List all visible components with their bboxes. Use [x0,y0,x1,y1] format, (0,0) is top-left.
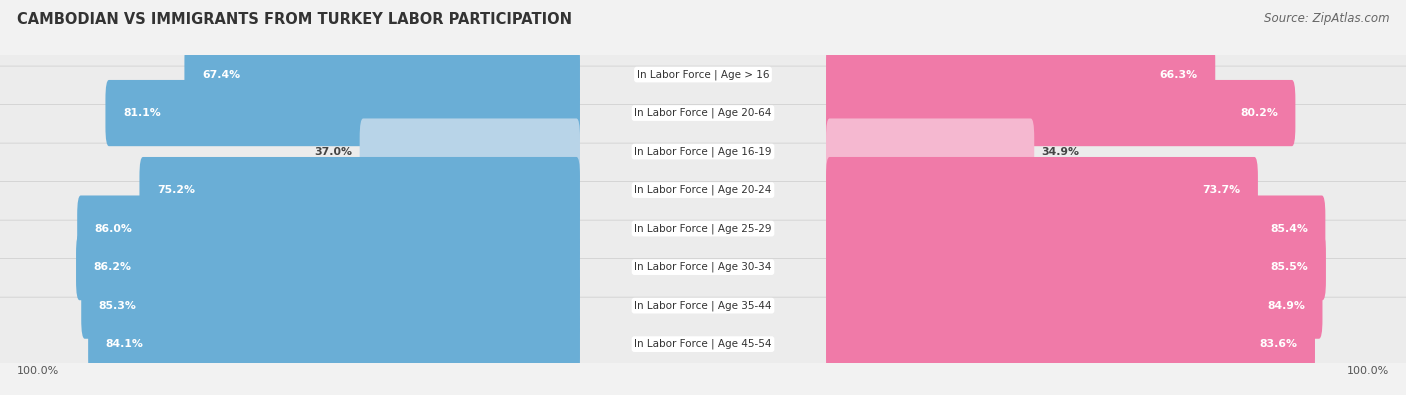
Text: In Labor Force | Age 35-44: In Labor Force | Age 35-44 [634,300,772,311]
Text: Source: ZipAtlas.com: Source: ZipAtlas.com [1264,12,1389,25]
Text: 67.4%: 67.4% [202,70,240,79]
FancyBboxPatch shape [827,234,1326,300]
Text: 85.3%: 85.3% [98,301,136,310]
FancyBboxPatch shape [827,41,1215,108]
Text: In Labor Force | Age 45-54: In Labor Force | Age 45-54 [634,339,772,350]
FancyBboxPatch shape [0,66,1406,160]
Text: In Labor Force | Age 20-24: In Labor Force | Age 20-24 [634,185,772,196]
FancyBboxPatch shape [105,80,581,146]
FancyBboxPatch shape [139,157,581,223]
Text: CAMBODIAN VS IMMIGRANTS FROM TURKEY LABOR PARTICIPATION: CAMBODIAN VS IMMIGRANTS FROM TURKEY LABO… [17,12,572,27]
Text: 83.6%: 83.6% [1260,339,1298,349]
Text: 75.2%: 75.2% [157,185,195,195]
FancyBboxPatch shape [184,41,581,108]
FancyBboxPatch shape [76,234,581,300]
Text: 100.0%: 100.0% [17,366,59,376]
FancyBboxPatch shape [0,105,1406,199]
FancyBboxPatch shape [360,118,579,185]
Text: 100.0%: 100.0% [1347,366,1389,376]
FancyBboxPatch shape [0,259,1406,353]
Text: 81.1%: 81.1% [122,108,160,118]
Text: 37.0%: 37.0% [315,147,353,156]
Text: 84.9%: 84.9% [1267,301,1305,310]
FancyBboxPatch shape [89,311,581,377]
Text: 73.7%: 73.7% [1202,185,1240,195]
FancyBboxPatch shape [827,118,1035,185]
FancyBboxPatch shape [0,143,1406,237]
FancyBboxPatch shape [77,196,581,262]
FancyBboxPatch shape [827,311,1315,377]
Text: 84.1%: 84.1% [105,339,143,349]
FancyBboxPatch shape [827,196,1326,262]
Text: 85.4%: 85.4% [1270,224,1308,233]
FancyBboxPatch shape [0,220,1406,314]
FancyBboxPatch shape [0,297,1406,391]
FancyBboxPatch shape [827,157,1258,223]
Text: 86.0%: 86.0% [94,224,132,233]
FancyBboxPatch shape [82,273,581,339]
Text: In Labor Force | Age 25-29: In Labor Force | Age 25-29 [634,223,772,234]
Text: 66.3%: 66.3% [1160,70,1198,79]
FancyBboxPatch shape [827,80,1295,146]
Text: 80.2%: 80.2% [1240,108,1278,118]
Text: 85.5%: 85.5% [1271,262,1309,272]
Text: In Labor Force | Age > 16: In Labor Force | Age > 16 [637,69,769,80]
Text: In Labor Force | Age 16-19: In Labor Force | Age 16-19 [634,146,772,157]
Text: In Labor Force | Age 30-34: In Labor Force | Age 30-34 [634,262,772,273]
FancyBboxPatch shape [0,28,1406,122]
FancyBboxPatch shape [0,182,1406,276]
FancyBboxPatch shape [827,273,1323,339]
Text: 86.2%: 86.2% [94,262,132,272]
Text: In Labor Force | Age 20-64: In Labor Force | Age 20-64 [634,108,772,118]
Text: 34.9%: 34.9% [1042,147,1080,156]
